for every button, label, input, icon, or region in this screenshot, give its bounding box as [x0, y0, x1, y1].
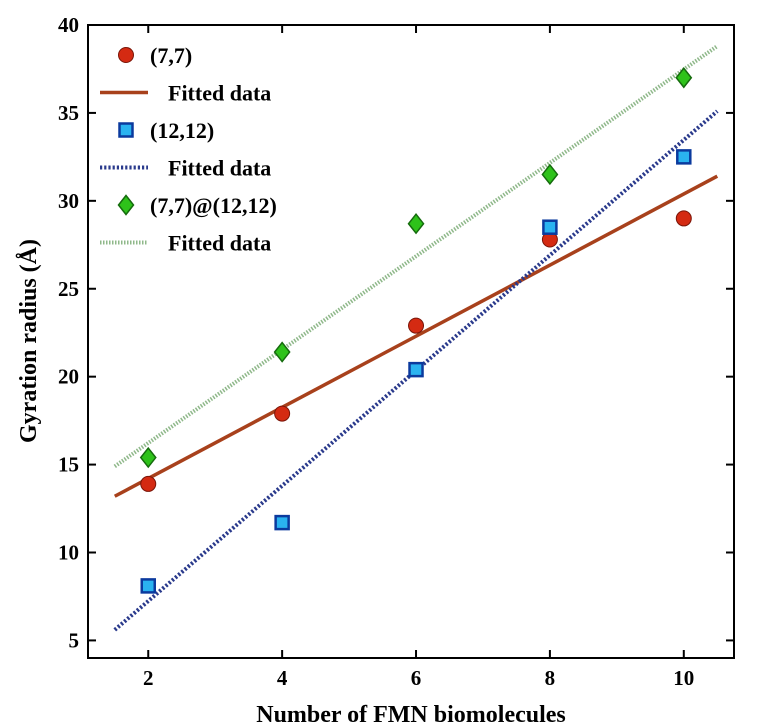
- data-point-s2-2: [408, 361, 424, 378]
- data-point-s0-4: [675, 210, 692, 227]
- x-tick-label-1: 4: [277, 666, 288, 690]
- y-axis-label: Gyration radius (Å): [16, 239, 42, 443]
- legend-label-4: (7,7)@(12,12): [150, 193, 277, 218]
- fit-line-5: [113, 44, 719, 468]
- data-point-s4-3: [541, 163, 559, 186]
- legend-marker-0: [118, 47, 134, 63]
- data-point-s0-2: [408, 317, 425, 334]
- y-tick-label-0: 5: [69, 628, 80, 652]
- legend-label-1: Fitted data: [168, 81, 271, 106]
- legend-marker-4: [117, 194, 135, 216]
- legend-label-0: (7,7): [150, 43, 192, 68]
- data-point-s2-3: [542, 219, 558, 235]
- y-tick-label-1: 10: [58, 541, 79, 565]
- y-tick-label-7: 40: [58, 13, 79, 37]
- data-point-s4-4: [675, 67, 693, 89]
- legend-label-2: (12,12): [150, 118, 214, 143]
- y-tick-label-2: 15: [58, 453, 79, 477]
- legend-label-5: Fitted data: [168, 231, 271, 256]
- x-axis-label: Number of FMN biomolecules: [256, 702, 566, 728]
- legend-label-3: Fitted data: [168, 156, 271, 181]
- x-tick-label-3: 8: [545, 666, 556, 690]
- data-point-s2-0: [140, 578, 156, 594]
- x-tick-label-2: 6: [411, 666, 422, 690]
- data-point-s4-1: [273, 341, 291, 363]
- y-tick-label-6: 35: [58, 101, 79, 125]
- data-point-s0-1: [274, 405, 291, 422]
- legend-marker-2: [118, 122, 134, 138]
- x-tick-label-4: 10: [673, 666, 694, 690]
- data-point-s2-4: [676, 149, 692, 165]
- y-tick-label-5: 30: [58, 189, 79, 213]
- fit-line-1: [113, 174, 719, 498]
- plot-background: [88, 25, 734, 658]
- data-point-s4-2: [407, 212, 425, 235]
- data-point-s0-0: [140, 475, 157, 492]
- y-tick-label-4: 25: [58, 277, 79, 301]
- data-point-s2-1: [274, 514, 290, 531]
- plot-frame: [87, 24, 735, 659]
- y-tick-label-3: 20: [58, 365, 79, 389]
- data-point-s4-0: [139, 446, 157, 469]
- x-tick-label-0: 2: [143, 666, 154, 690]
